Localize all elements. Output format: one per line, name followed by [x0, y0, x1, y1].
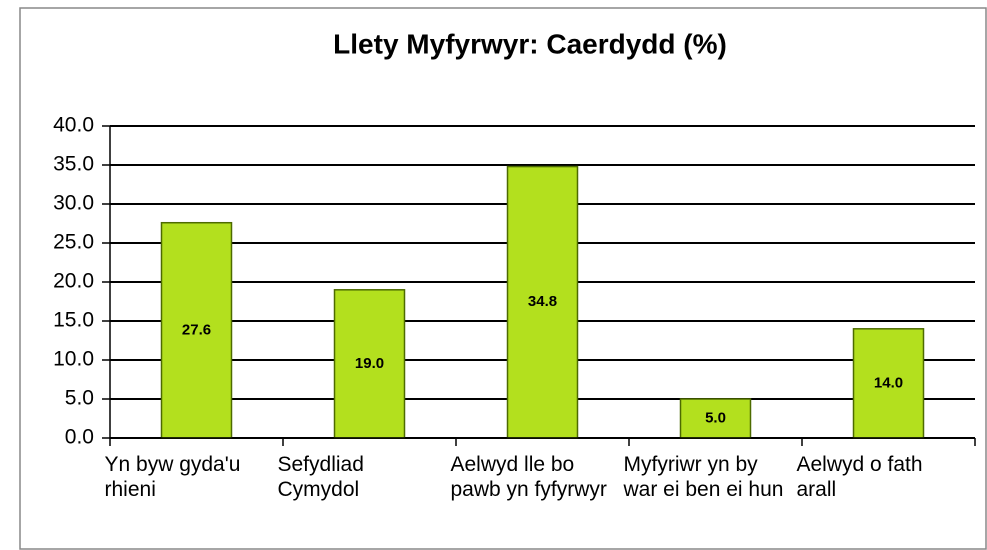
x-tick-label: Yn byw gyda'u rhieni [104, 453, 241, 501]
data-label: 27.6 [182, 321, 211, 338]
bar [679, 398, 752, 439]
y-tick-label: 10.0 [53, 348, 94, 371]
x-tick-label: Aelwyd lle bo pawb yn fyfyrwyr [450, 453, 607, 501]
data-label: 34.8 [528, 293, 557, 310]
bar [506, 165, 579, 439]
y-tick-label: 15.0 [53, 309, 94, 332]
data-label: 19.0 [355, 355, 384, 372]
y-tick-label: 40.0 [53, 114, 94, 137]
y-tick-label: 30.0 [53, 192, 94, 215]
data-label: 14.0 [874, 374, 903, 391]
y-tick-label: 35.0 [53, 153, 94, 176]
bar [852, 328, 925, 439]
data-label: 5.0 [705, 409, 726, 426]
x-tick-label: Sefydliad Cymydol [277, 453, 364, 501]
x-tick-label: Aelwyd o fath arall [796, 453, 923, 501]
bar [160, 221, 233, 439]
y-tick-label: 0.0 [65, 426, 94, 449]
chart-title: Llety Myfyrwyr: Caerdydd (%) [333, 28, 727, 59]
x-tick-label: Myfyriwr yn by war ei ben ei hun [623, 453, 784, 501]
y-tick-label: 5.0 [65, 387, 94, 410]
y-tick-label: 20.0 [53, 270, 94, 293]
y-tick-label: 25.0 [53, 231, 94, 254]
bar [333, 289, 406, 439]
